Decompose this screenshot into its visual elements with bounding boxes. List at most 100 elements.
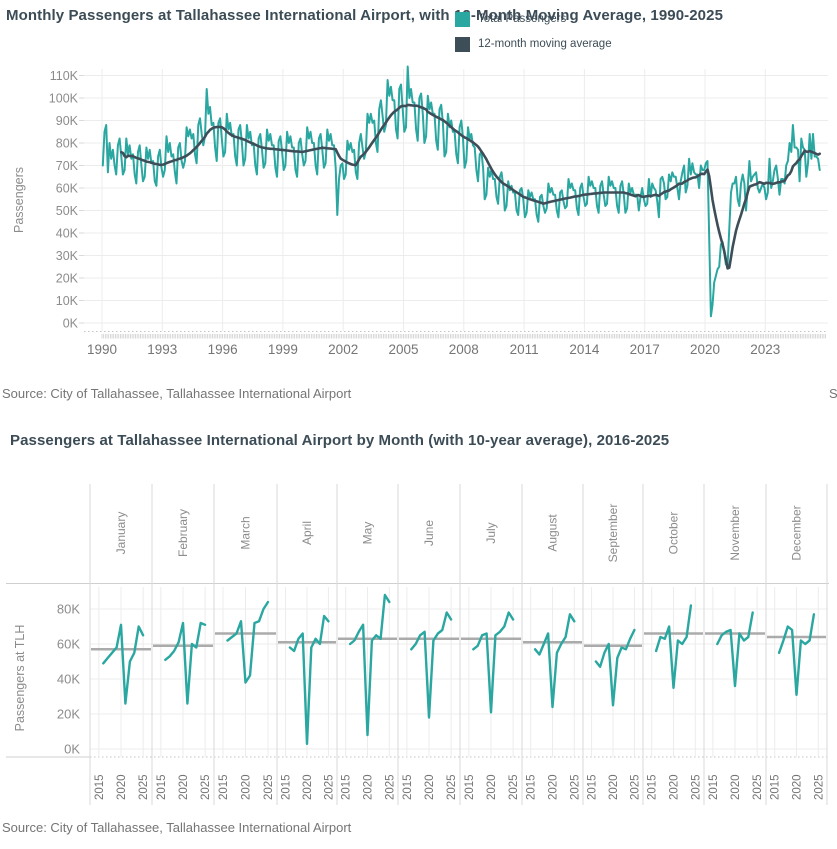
series-march	[226, 600, 270, 684]
x-tick-label: 2020	[792, 774, 804, 800]
x-tick-label: 2005	[388, 342, 418, 357]
month-label: September	[606, 504, 620, 563]
x-tick-label: 2025	[629, 774, 641, 800]
panel-may: May 2015 2020 2025	[338, 522, 397, 800]
x-tick-label: 2014	[569, 342, 600, 357]
x-tick-label: 2015	[341, 774, 353, 800]
y-tick-label: 110K	[50, 69, 79, 83]
y-tick-label: 0K	[63, 317, 79, 331]
x-tick-label: 2015	[218, 774, 230, 800]
series-july	[472, 611, 515, 714]
y-tick-label: 90K	[56, 114, 79, 128]
clipped-edge-text: S	[829, 386, 837, 401]
series-october	[654, 604, 693, 690]
legend-item-total-passengers: Total Passengers	[455, 11, 612, 27]
panel-july: July 2015 2020 2025	[461, 522, 521, 800]
y-tick-label: 60K	[56, 182, 79, 196]
y-tick-label: 40K	[56, 227, 79, 241]
panel-february: February 2015 2020 2025	[153, 509, 213, 800]
panel-december: December 2015 2020 2025	[767, 505, 826, 800]
x-tick-label: 2015	[94, 774, 106, 800]
y-tick-label: 70K	[56, 159, 79, 173]
month-label: June	[422, 520, 436, 546]
month-label: March	[239, 516, 253, 549]
chart2-source: Source: City of Tallahassee, Tallahassee…	[2, 820, 352, 835]
x-tick-label: 2015	[587, 774, 599, 800]
series-august	[533, 613, 576, 709]
x-tick-label: 1993	[147, 342, 177, 357]
series-november	[716, 611, 754, 688]
x-tick-label: 2015	[770, 774, 782, 800]
small-multiples-chart: 0K 20K 40K 60K 80K Passengers at TLH January 20…	[6, 484, 829, 805]
x-tick-label: 2015	[526, 774, 538, 800]
panel-september: September 2015 2020 2025	[584, 504, 642, 800]
x-tick-label: 2020	[548, 774, 560, 800]
x-tick-label: 2015	[156, 774, 168, 800]
x-tick-label: 2025	[508, 774, 520, 800]
x-tick-label: 2015	[647, 774, 659, 800]
monthly-trend-chart: 0K 10K 20K 30K 40K 50K 60K 70K 80K 90K 100K 110K 199…	[12, 65, 828, 357]
chart1-source: Source: City of Tallahassee, Tallahassee…	[2, 386, 352, 401]
legend-label-total-passengers: Total Passengers	[478, 13, 567, 25]
y-axis-title: Passengers at TLH	[13, 625, 27, 732]
x-tick-label: 2020	[302, 774, 314, 800]
series-september	[594, 628, 636, 707]
series-moving-average	[120, 103, 822, 270]
panel-march: March 2015 2020 2025	[215, 516, 276, 800]
panel-june: June 2015 2020 2025	[399, 520, 459, 800]
series-february	[164, 621, 207, 705]
y-tick-label: 50K	[56, 204, 79, 218]
series-january	[102, 623, 145, 705]
x-tick-label: 2020	[669, 774, 681, 800]
panel-april: April 2015 2020 2025	[278, 521, 336, 800]
x-tick-label: 2020	[424, 774, 436, 800]
month-label: November	[728, 505, 742, 560]
y-tick-label: 60K	[57, 637, 80, 652]
month-label: August	[546, 514, 560, 552]
x-tick-label: 2025	[263, 774, 275, 800]
x-tick-label: 2020	[178, 774, 190, 800]
x-tick-label: 2025	[690, 774, 702, 800]
series-june	[410, 611, 453, 719]
x-tick-label: 2015	[708, 774, 720, 800]
x-tick-label: 2020	[608, 774, 620, 800]
x-tick-label: 2025	[200, 774, 212, 800]
panel-january: January 2015 2020 2025	[91, 512, 151, 800]
x-tick-label: 1990	[87, 342, 117, 357]
chart2-title: Passengers at Tallahassee International …	[10, 432, 670, 449]
legend-swatch-total-passengers	[455, 11, 470, 27]
x-tick-label: 2015	[281, 774, 293, 800]
x-tick-label: 2025	[323, 774, 335, 800]
month-label: January	[114, 512, 128, 555]
legend-label-moving-average: 12-month moving average	[478, 38, 612, 50]
y-tick-label: 0K	[64, 742, 80, 757]
x-tick-label: 1996	[208, 342, 238, 357]
x-tick-label: 2023	[750, 342, 780, 357]
month-label: July	[484, 522, 498, 543]
month-label: May	[361, 522, 375, 545]
series-april	[288, 614, 330, 745]
month-label: February	[176, 509, 190, 557]
legend-item-moving-average: 12-month moving average	[455, 36, 612, 52]
x-tick-label: 2025	[752, 774, 764, 800]
y-axis-title: Passengers	[12, 167, 26, 233]
panel-august: August 2015 2020 2025	[523, 514, 582, 800]
x-tick-label: 2025	[569, 774, 581, 800]
month-label: April	[300, 521, 314, 545]
panel-october: October 2015 2020 2025	[644, 512, 703, 800]
y-tick-label: 100K	[49, 92, 79, 106]
y-tick-label: 20K	[56, 272, 79, 286]
x-tick-label: 2015	[464, 774, 476, 800]
chart1-legend: Total Passengers 12-month moving average	[455, 11, 612, 61]
month-label: October	[667, 512, 681, 555]
chart1-title: Monthly Passengers at Tallahassee Intern…	[6, 7, 724, 24]
month-label: December	[790, 505, 804, 560]
y-tick-label: 80K	[57, 602, 80, 617]
x-tick-label: 2025	[384, 774, 396, 800]
chart2-gridlines: 0K 20K 40K 60K 80K	[57, 602, 827, 757]
x-tick-label: 2011	[510, 342, 539, 357]
x-tick-label: 2020	[363, 774, 375, 800]
x-tick-label: 2017	[630, 342, 660, 357]
y-tick-label: 20K	[57, 707, 80, 722]
